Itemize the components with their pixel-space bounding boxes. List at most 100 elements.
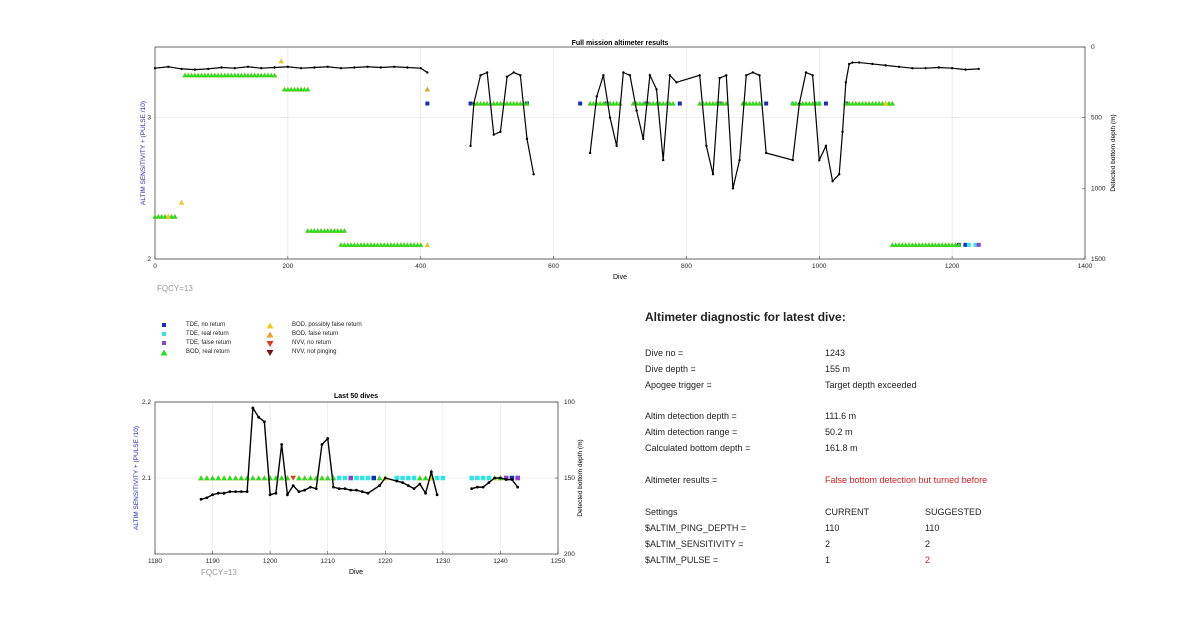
tde-real-return-marker xyxy=(469,475,474,481)
tde-real-return-marker xyxy=(406,475,411,481)
bod-real-return-marker xyxy=(746,100,753,106)
x-tick-label: 1200 xyxy=(945,263,960,270)
bod-real-return-marker xyxy=(295,86,301,92)
bod-real-return-marker xyxy=(916,242,922,247)
tde-false-return-marker xyxy=(503,475,509,481)
bod-real-return-marker xyxy=(307,475,314,481)
bod-real-return-marker xyxy=(319,475,325,481)
depth-point xyxy=(615,144,618,148)
depth-point xyxy=(725,74,728,77)
bod-real-return-marker xyxy=(401,242,407,247)
tde-real-return-marker xyxy=(486,475,492,481)
depth-point xyxy=(731,187,735,190)
bod-real-return-marker xyxy=(215,475,222,481)
ping-depth-current: 110 xyxy=(825,523,840,533)
bod-real-return-marker xyxy=(640,100,646,106)
depth-point xyxy=(257,415,261,419)
bod-real-return-marker xyxy=(946,242,952,247)
legend-symbol-icon xyxy=(266,341,274,347)
depth-point xyxy=(339,67,343,70)
x-tick-label: 1180 xyxy=(148,558,162,565)
bod-real-return-marker xyxy=(590,100,597,106)
depth-point xyxy=(326,437,330,440)
x-tick-label: 600 xyxy=(548,263,559,270)
bod-real-return-marker xyxy=(414,242,421,247)
bod-real-return-marker xyxy=(168,213,175,219)
bod-real-return-marker xyxy=(278,475,285,481)
bod-real-return-marker xyxy=(354,242,361,247)
bod-real-return-marker xyxy=(902,242,909,247)
bottom-chart: Last 50 dives 1180 1190 1200 1210 1220 1230 12… xyxy=(133,393,584,577)
y-right-tick-label: 500 xyxy=(1091,115,1102,122)
bod-real-return-marker xyxy=(477,100,484,106)
depth-point xyxy=(964,68,967,71)
bod-real-return-marker xyxy=(504,100,510,106)
depth-point xyxy=(655,88,658,91)
depth-point xyxy=(205,496,209,500)
depth-point xyxy=(622,71,625,74)
bottom-chart-xlabel: Dive xyxy=(349,569,363,576)
bod-real-return-marker xyxy=(152,213,158,219)
bod-real-return-marker xyxy=(660,100,666,106)
depth-point xyxy=(711,173,715,176)
bod-real-return-marker xyxy=(919,242,925,247)
depth-point xyxy=(804,71,808,74)
bod-real-return-marker xyxy=(703,100,710,106)
depth-point xyxy=(251,406,255,410)
legend-label: BOD, real return xyxy=(186,349,230,355)
depth-point xyxy=(424,491,427,495)
depth-point xyxy=(299,67,303,70)
bod-real-return-marker xyxy=(869,100,876,106)
x-tick-label: 1210 xyxy=(320,558,335,565)
tde-false-return-marker xyxy=(976,242,981,247)
depth-point xyxy=(246,65,250,68)
bod-real-return-marker xyxy=(494,100,500,106)
depth-point xyxy=(309,485,312,489)
bod-real-return-marker xyxy=(803,100,809,106)
ping-depth-suggested: 110 xyxy=(925,523,940,533)
x-tick-label: 1220 xyxy=(378,558,393,565)
bod-real-return-marker xyxy=(408,242,414,247)
depth-point xyxy=(493,476,497,480)
depth-point xyxy=(758,74,761,77)
depth-point xyxy=(602,74,605,77)
bod-real-return-marker xyxy=(225,72,231,78)
depth-point xyxy=(841,130,844,133)
depth-point xyxy=(378,484,381,487)
bod-real-return-marker xyxy=(341,228,347,233)
bod-real-return-marker xyxy=(265,72,271,78)
bod-real-return-marker xyxy=(607,100,613,106)
depth-point xyxy=(751,71,755,74)
bod-real-return-marker xyxy=(226,475,233,481)
bod-real-return-marker xyxy=(667,100,673,106)
bod-possibly-false-return-marker xyxy=(424,242,431,247)
y-left-tick-label: 2.1 xyxy=(142,475,151,482)
depth-point xyxy=(412,487,416,491)
bod-real-return-marker xyxy=(720,100,726,106)
legend-symbol-icon xyxy=(160,349,168,356)
calc-bottom-value: 161.8 m xyxy=(825,443,858,453)
legend-label: BOD, possibly false return xyxy=(292,322,362,328)
depth-point xyxy=(383,476,387,480)
depth-point xyxy=(811,74,814,77)
bod-real-return-marker xyxy=(182,72,188,78)
bod-real-return-marker xyxy=(251,72,258,78)
x-tick-label: 200 xyxy=(282,263,293,270)
legend-label: NVV, no return xyxy=(292,340,332,346)
bod-real-return-marker xyxy=(324,475,331,481)
depth-point xyxy=(675,81,678,84)
bod-real-return-marker xyxy=(879,100,886,106)
depth-point xyxy=(220,66,223,69)
depth-point xyxy=(738,158,741,162)
depth-point xyxy=(831,180,834,183)
bod-real-return-marker xyxy=(398,242,404,247)
depth-point xyxy=(937,66,941,69)
bod-real-return-marker xyxy=(942,242,949,247)
depth-point xyxy=(485,71,489,74)
depth-point xyxy=(512,71,515,74)
bod-real-return-marker xyxy=(710,100,716,106)
bod-real-return-marker xyxy=(358,242,364,247)
depth-point xyxy=(479,74,482,77)
legend-label: TDE, real return xyxy=(186,331,229,337)
tde-no-return-marker xyxy=(764,101,769,106)
